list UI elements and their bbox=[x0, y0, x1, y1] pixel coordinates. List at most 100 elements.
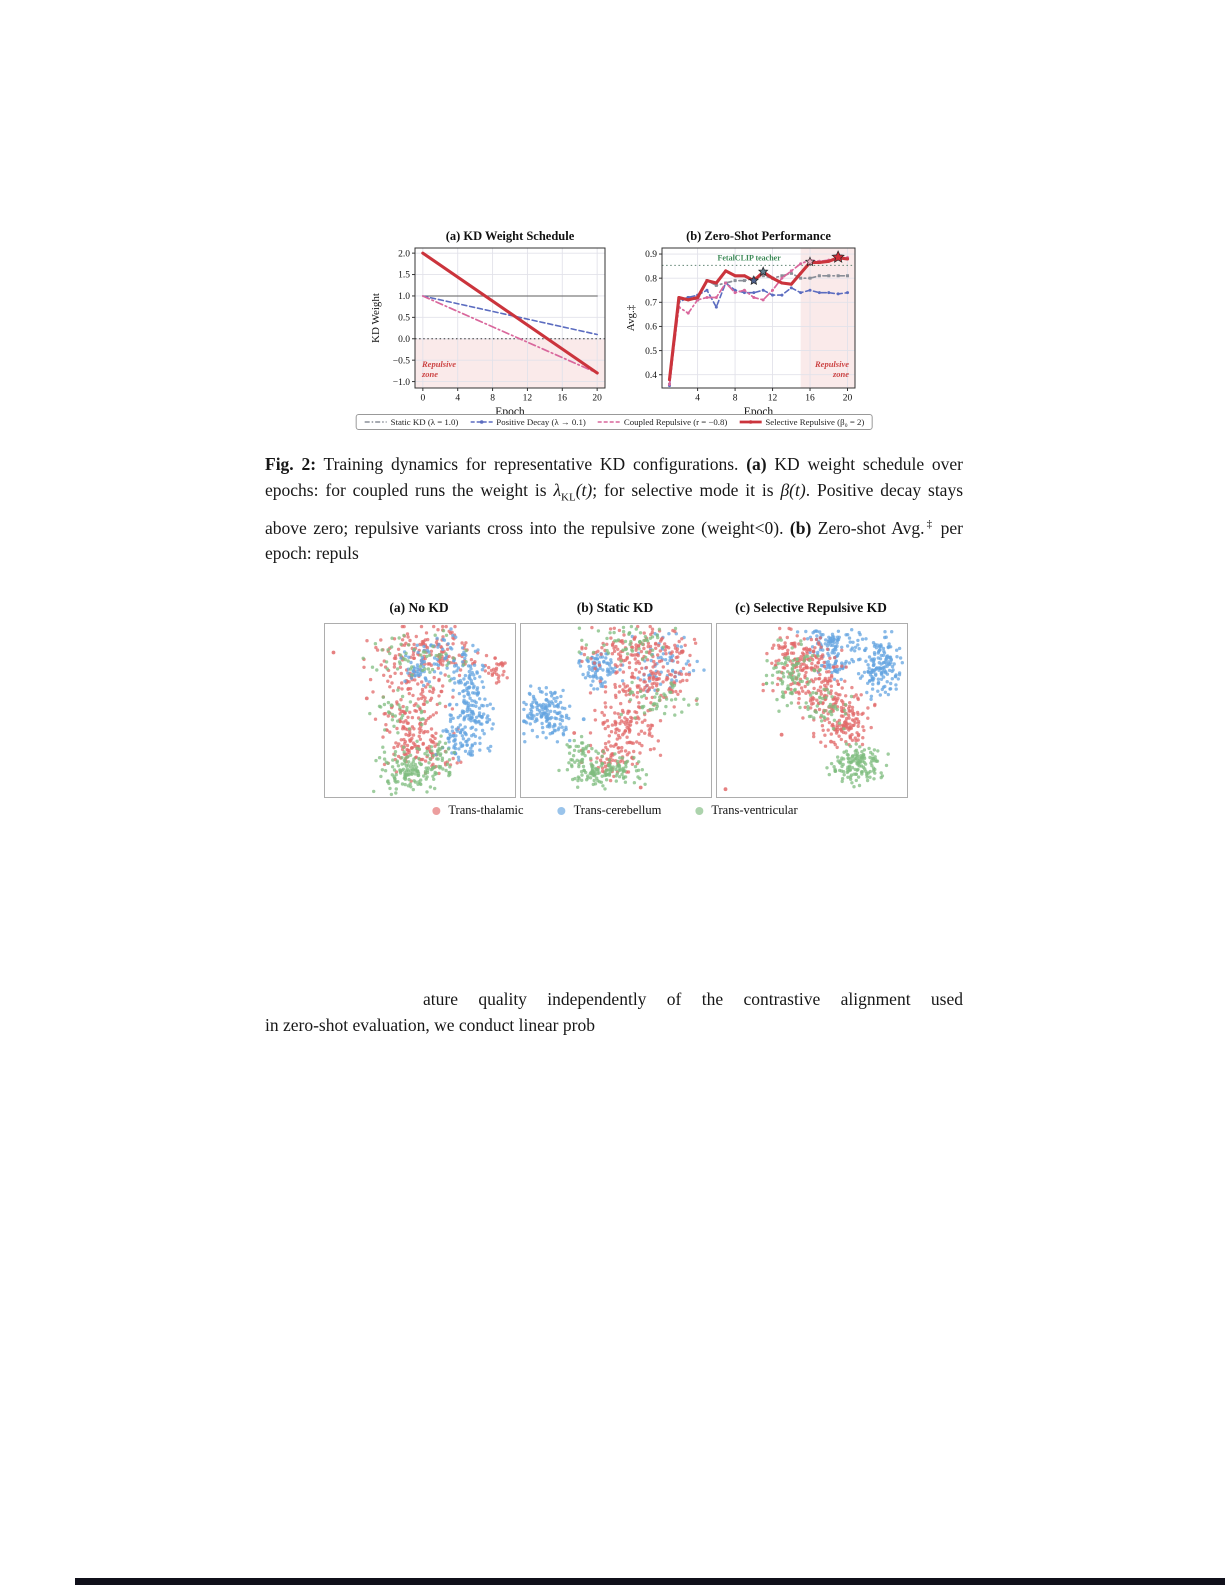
scatter-point bbox=[455, 702, 459, 707]
scatter-point bbox=[870, 687, 875, 691]
scatter-point bbox=[656, 643, 661, 648]
scatter-point bbox=[889, 645, 893, 649]
scatter-point bbox=[475, 693, 480, 697]
scatter-point bbox=[577, 749, 581, 753]
scatter-point bbox=[398, 665, 403, 669]
scatter-point bbox=[822, 679, 826, 683]
scatter-point bbox=[407, 727, 412, 731]
scatter-point bbox=[390, 712, 395, 717]
scatter-point bbox=[668, 655, 672, 659]
kd-weight-schedule-chart: 0 4 8 12 16 20−1.0−0.50.00.51.01.52.0(a) KD W… bbox=[370, 229, 606, 418]
scatter-point bbox=[461, 737, 466, 741]
scatter-point bbox=[465, 743, 469, 747]
scatter-point bbox=[862, 756, 867, 761]
scatter-point bbox=[411, 767, 415, 771]
scatter-point bbox=[400, 694, 405, 699]
scatter-point bbox=[820, 724, 825, 728]
scatter-point bbox=[411, 693, 415, 698]
scatter-point bbox=[382, 702, 387, 707]
scatter-point bbox=[555, 696, 559, 700]
scatter-point bbox=[534, 717, 539, 721]
scatter-point bbox=[840, 648, 844, 652]
scatter-point bbox=[882, 649, 886, 653]
scatter-point bbox=[385, 667, 389, 671]
scatter-point bbox=[626, 770, 631, 774]
scatter-point bbox=[580, 645, 584, 649]
scatter-point bbox=[835, 654, 840, 658]
scatter-point bbox=[840, 686, 844, 690]
scatter-point bbox=[466, 692, 470, 696]
scatter-point bbox=[835, 644, 839, 648]
scatter-point bbox=[392, 745, 396, 750]
scatter-point bbox=[401, 724, 405, 729]
scatter-point bbox=[885, 664, 889, 668]
scatter-point bbox=[472, 663, 477, 667]
scatter-point bbox=[605, 636, 609, 641]
scatter-point bbox=[866, 771, 871, 775]
scatter-point bbox=[584, 646, 588, 650]
scatter-point bbox=[815, 698, 819, 702]
figure-training-dynamics: 0 4 8 12 16 20 −1.0 −0.5 0.0 0.5 1.0 1.5 2.0 (a) KD W… bbox=[355, 228, 873, 436]
scatter-point bbox=[439, 734, 443, 738]
marker bbox=[846, 257, 850, 261]
scatter-point bbox=[692, 637, 697, 642]
scatter-point bbox=[370, 665, 375, 669]
scatter-point bbox=[642, 631, 646, 635]
scatter-point bbox=[485, 720, 489, 724]
scatter-point bbox=[655, 633, 659, 637]
scatter-point bbox=[887, 642, 891, 646]
scatter-point bbox=[812, 731, 816, 736]
scatter-point bbox=[672, 705, 676, 709]
scatter-point bbox=[452, 656, 456, 660]
scatter-point bbox=[790, 646, 794, 650]
scatter-point bbox=[650, 734, 654, 738]
scatter-point bbox=[555, 740, 560, 744]
scatter-point bbox=[627, 661, 632, 665]
scatter-point bbox=[407, 680, 411, 684]
scatter-point bbox=[846, 775, 850, 779]
scatter-point bbox=[427, 680, 432, 684]
scatter-point bbox=[873, 755, 877, 759]
scatter-point bbox=[432, 741, 436, 745]
scatter-point-outlier bbox=[779, 732, 784, 737]
scatter-point bbox=[411, 741, 416, 745]
scatter-point bbox=[475, 686, 480, 690]
scatter-point bbox=[413, 767, 418, 771]
scatter-point bbox=[870, 756, 875, 760]
scatter-point bbox=[869, 694, 874, 698]
scatter-point bbox=[394, 773, 398, 777]
scatter-point bbox=[883, 660, 888, 664]
scatter-point bbox=[803, 684, 807, 689]
scatter-point bbox=[395, 760, 399, 765]
scatter-point bbox=[793, 687, 797, 692]
scatter-point bbox=[621, 733, 625, 737]
marker bbox=[733, 274, 737, 278]
scatter-point bbox=[404, 651, 408, 655]
scatter-point bbox=[421, 702, 426, 706]
scatter-point bbox=[805, 677, 809, 681]
scatter-point bbox=[830, 695, 834, 699]
scatter-point bbox=[448, 679, 452, 683]
scatter-point bbox=[819, 740, 823, 744]
scatter-point bbox=[443, 673, 447, 677]
scatter-point bbox=[781, 665, 785, 670]
scatter-point bbox=[590, 625, 594, 630]
scatter-point bbox=[467, 713, 472, 717]
scatter-point bbox=[795, 634, 799, 638]
scatter-point bbox=[785, 687, 790, 691]
scatter-point bbox=[808, 699, 813, 703]
scatter-point bbox=[448, 770, 452, 775]
scatter-point bbox=[567, 761, 571, 765]
scatter-point bbox=[791, 641, 796, 646]
scatter-point bbox=[644, 655, 648, 660]
scatter-point bbox=[522, 719, 526, 723]
scatter-point bbox=[610, 652, 615, 656]
scatter-point bbox=[570, 764, 574, 769]
marker bbox=[817, 291, 821, 295]
scatter-point bbox=[413, 678, 417, 682]
scatter-point bbox=[482, 732, 486, 736]
scatter-point bbox=[460, 660, 465, 664]
marker bbox=[799, 262, 803, 266]
scatter-point bbox=[623, 749, 628, 753]
marker bbox=[827, 259, 831, 263]
